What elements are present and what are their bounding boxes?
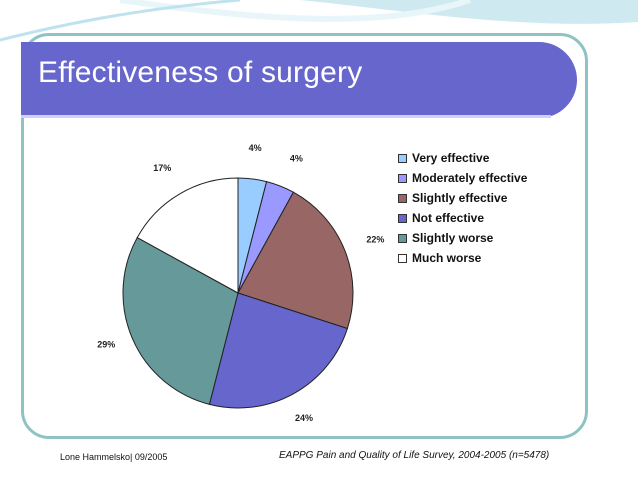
legend-swatch (398, 253, 407, 263)
legend-label: Very effective (412, 151, 490, 165)
pie-slice-slightly-effective (237, 191, 354, 330)
slice-label: 4% (249, 143, 262, 153)
legend-label: Much worse (412, 251, 482, 265)
legend-label: Slightly worse (412, 231, 494, 245)
legend-swatch (398, 173, 407, 183)
pie-slice-much-worse (136, 177, 239, 294)
pie-chart: 4% 4% 22% 24% 29% 17% (97, 143, 384, 423)
legend-swatch (398, 213, 407, 223)
legend-item: Slightly effective (398, 188, 527, 208)
slice-label: 4% (290, 154, 303, 164)
legend-label: Slightly effective (412, 191, 508, 205)
slice-label: 17% (153, 163, 171, 173)
pie-slice-not-effective (208, 292, 349, 409)
legend-item: Very effective (398, 148, 527, 168)
slice-label: 22% (366, 235, 384, 245)
pie-slice-slightly-worse (122, 236, 239, 405)
slide-title: Effectiveness of surgery (38, 56, 363, 89)
legend-item: Not effective (398, 208, 527, 228)
legend-label: Not effective (412, 211, 485, 225)
legend-label: Moderately effective (412, 171, 528, 185)
legend-item: Slightly worse (398, 228, 527, 248)
legend-item: Moderately effective (398, 168, 527, 188)
footer-author: Lone Hammelsko| 09/2005 (60, 452, 168, 462)
chart-legend: Very effective Moderately effective Slight… (398, 148, 527, 268)
legend-swatch (398, 153, 407, 163)
legend-swatch (398, 233, 407, 243)
slice-label: 29% (97, 339, 115, 349)
legend-swatch (398, 193, 407, 203)
decorative-swoosh (0, 0, 638, 42)
footer-source: EAPPG Pain and Quality of Life Survey, 2… (279, 450, 550, 461)
slice-label: 24% (295, 413, 313, 423)
title-bar (21, 42, 577, 118)
legend-item: Much worse (398, 248, 527, 268)
